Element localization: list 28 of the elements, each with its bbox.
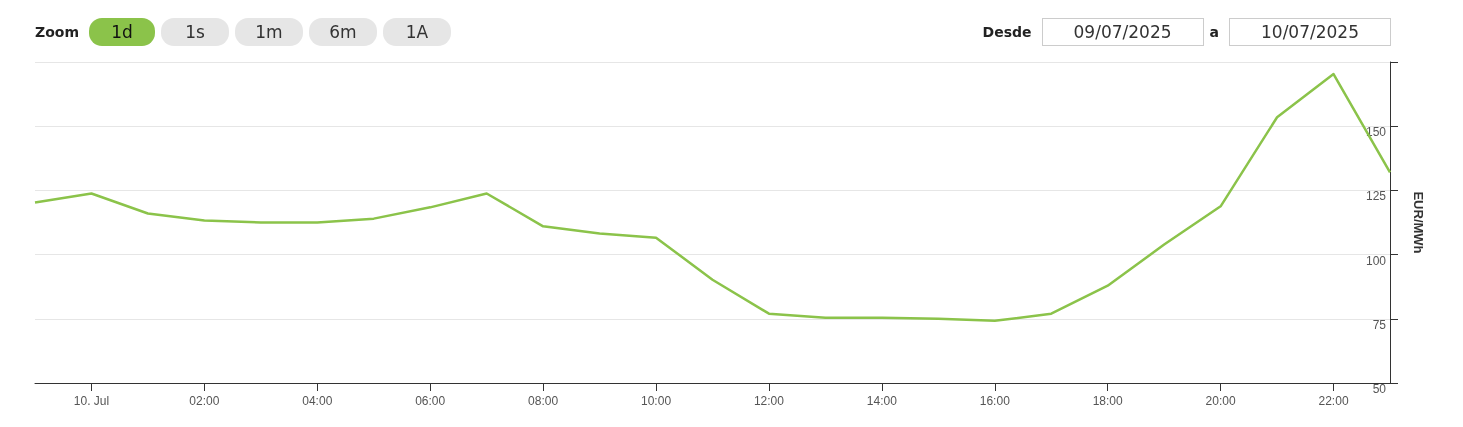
y-tick-label: 75 [1372,317,1387,332]
date-field[interactable]: 09/07/2025 [1041,18,1204,46]
zoom-button[interactable]: 6m [309,18,377,46]
text: a [1209,24,1219,40]
x-tick-label: 10. Jul [73,394,110,408]
x-tick-label: 06:00 [415,394,446,408]
zoom-button[interactable]: 1m [235,18,303,46]
date-field[interactable]: 10/07/2025 [1229,18,1391,46]
text: Zoom [35,24,79,40]
y-tick-label: 50 [1372,382,1387,396]
y-tick-label: 150 [1365,125,1387,140]
x-tick-label: 04:00 [302,394,333,408]
x-tick-label: 12:00 [753,394,785,408]
x-tick-label: 14:00 [866,394,898,408]
text: Desde [982,24,1032,40]
x-tick-label: 16:00 [979,394,1011,408]
x-tick-label: 08:00 [528,394,559,408]
zoom-button[interactable]: 1A [383,18,451,46]
y-tick-label: 100 [1365,253,1387,268]
x-tick-label: 22:00 [1318,394,1349,408]
y-tick-label: 125 [1365,189,1387,204]
zoom-button[interactable]: 1d [89,18,155,46]
zoom-button[interactable]: 1s [161,18,229,46]
x-tick-label: 02:00 [189,394,220,408]
x-tick-label: 18:00 [1092,394,1124,408]
y-axis-title: EUR/MWh [1411,191,1426,254]
x-tick-label: 20:00 [1205,394,1236,408]
x-tick-label: 10:00 [641,394,672,408]
